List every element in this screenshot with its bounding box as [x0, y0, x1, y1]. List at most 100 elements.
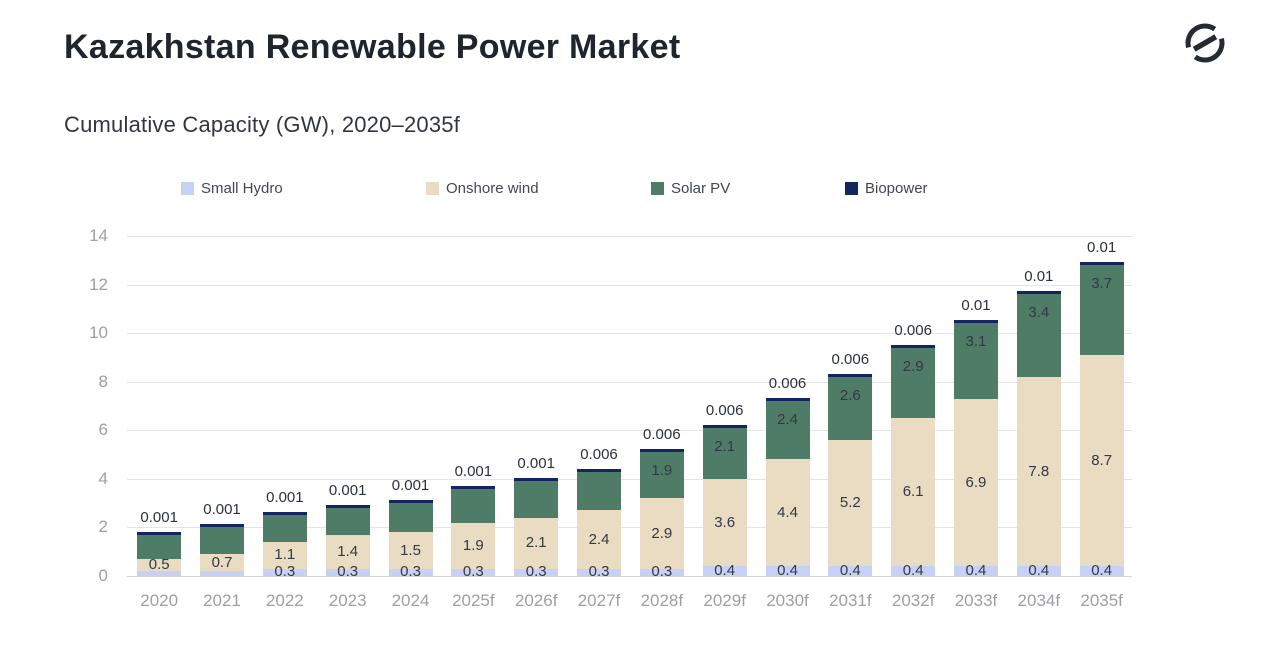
bar-segment-small-hydro-2020	[137, 571, 182, 576]
value-label-small-hydro-2022: 0.3	[274, 563, 296, 581]
bar-segment-onshore-wind-2035f	[1079, 355, 1124, 567]
value-label-onshore-wind-2028f: 2.9	[651, 524, 673, 542]
bar-segment-small-hydro-2034f	[1016, 566, 1061, 576]
bar-segment-onshore-wind-2032f	[891, 418, 936, 567]
value-label-solar-pv-2033f: 3.1	[965, 333, 987, 351]
y-axis-tick-0: 0	[98, 566, 108, 585]
value-label-small-hydro-2031f: 0.4	[839, 562, 861, 580]
bar-segment-onshore-wind-2025f	[451, 522, 496, 569]
value-label-small-hydro-2034f: 0.4	[1028, 562, 1050, 580]
bar-segment-small-hydro-2023	[325, 568, 370, 576]
bar-segment-small-hydro-2030f	[765, 566, 810, 576]
gridline-y-8	[127, 381, 1132, 383]
x-axis-tick-2035f: 2035f	[1080, 591, 1123, 610]
bar-segment-biopower-2025f	[451, 485, 496, 489]
value-label-onshore-wind-2031f: 5.2	[839, 494, 861, 512]
x-axis-tick-2027f: 2027f	[577, 591, 621, 610]
bar-segment-onshore-wind-2024	[388, 532, 433, 569]
bar-segment-biopower-2028f	[639, 449, 684, 453]
bar-segment-biopower-2029f	[702, 424, 747, 428]
bar-segment-solar-pv-2022	[262, 515, 307, 542]
bar-segment-biopower-2030f	[765, 398, 810, 402]
value-label-biopower-2023: 0.001	[328, 482, 367, 499]
bar-segment-solar-pv-2027f	[577, 471, 621, 511]
value-label-onshore-wind-2030f: 4.4	[777, 503, 798, 521]
value-label-biopower-2031f: 0.006	[831, 350, 870, 368]
bar-segment-solar-pv-2021	[200, 527, 245, 555]
globaldata-logo	[1181, 19, 1229, 67]
gridline-y-2	[127, 527, 1132, 529]
bar-segment-small-hydro-2028f	[639, 568, 684, 576]
value-label-onshore-wind-2029f: 3.6	[714, 513, 736, 531]
value-label-biopower-2028f: 0.006	[643, 426, 681, 444]
value-label-biopower-2020: 0.001	[140, 508, 178, 526]
y-axis-tick-12: 12	[89, 274, 108, 294]
bar-segment-solar-pv-2028f	[639, 452, 684, 499]
legend-item-small-hydro: Small Hydro	[181, 179, 283, 197]
bar-segment-solar-pv-2032f	[891, 347, 936, 419]
legend-swatch-icon	[845, 181, 858, 195]
value-label-onshore-wind-2021: 0.7	[211, 553, 233, 571]
legend-item-solar-pv: Solar PV	[651, 179, 730, 197]
bar-segment-biopower-2035f	[1079, 262, 1124, 266]
value-label-onshore-wind-2033f: 6.9	[965, 473, 987, 491]
bar-segment-small-hydro-2027f	[577, 568, 621, 576]
value-label-solar-pv-2028f: 1.9	[651, 462, 673, 480]
bar-segment-biopower-2031f	[828, 373, 873, 377]
y-axis-tick-2: 2	[98, 517, 108, 537]
legend-item-biopower: Biopower	[845, 179, 928, 197]
bar-segment-solar-pv-2033f	[953, 323, 998, 399]
bar-segment-onshore-wind-2029f	[702, 478, 747, 567]
bar-segment-solar-pv-2026f	[514, 481, 559, 518]
bar-segment-small-hydro-2026f	[514, 568, 559, 576]
bar-segment-small-hydro-2022	[262, 568, 307, 576]
legend-label: Solar PV	[671, 179, 731, 197]
bar-segment-onshore-wind-2033f	[953, 398, 998, 567]
legend-swatch-icon	[651, 181, 664, 195]
legend-label: Biopower	[865, 179, 928, 197]
page-title: Kazakhstan Renewable Power Market	[64, 28, 681, 66]
value-label-solar-pv-2031f: 2.6	[839, 386, 861, 404]
bar-segment-biopower-2024	[388, 500, 433, 504]
gridline-y-6	[127, 430, 1132, 432]
bar-segment-solar-pv-2029f	[702, 427, 747, 479]
x-axis-tick-2021: 2021	[203, 591, 241, 610]
value-label-small-hydro-2032f: 0.4	[902, 562, 924, 580]
gridline-y-0	[127, 576, 1132, 577]
value-label-onshore-wind-2022: 1.1	[274, 546, 296, 564]
legend-swatch-icon	[181, 181, 194, 195]
gridline-y-14	[127, 236, 1132, 237]
bar-segment-small-hydro-2024	[388, 568, 433, 576]
value-label-solar-pv-2035f: 3.7	[1091, 275, 1113, 293]
y-axis-tick-8: 8	[98, 371, 108, 391]
value-label-onshore-wind-2026f: 2.1	[525, 534, 547, 552]
value-label-solar-pv-2029f: 2.1	[714, 437, 736, 455]
legend-label: Small Hydro	[201, 179, 283, 197]
bar-segment-small-hydro-2032f	[891, 566, 936, 576]
bar-segment-biopower-2027f	[577, 468, 621, 472]
bar-segment-biopower-2020	[137, 531, 182, 535]
value-label-biopower-2025f: 0.001	[454, 462, 493, 480]
bar-segment-biopower-2022	[262, 512, 307, 516]
bar-segment-small-hydro-2033f	[953, 566, 998, 576]
value-label-biopower-2024: 0.001	[391, 477, 430, 495]
chart-legend: Small Hydro Onshore wind Solar PV Biopower	[0, 179, 1280, 199]
bar-segment-onshore-wind-2026f	[514, 517, 559, 569]
value-label-biopower-2029f: 0.006	[705, 401, 744, 419]
value-label-onshore-wind-2023: 1.4	[337, 542, 359, 560]
x-axis-tick-2030f: 2030f	[766, 591, 809, 610]
value-label-biopower-2033f: 0.01	[961, 297, 991, 315]
y-axis-tick-10: 10	[89, 323, 108, 343]
bar-segment-onshore-wind-2030f	[765, 459, 810, 567]
bar-segment-biopower-2023	[325, 505, 370, 508]
value-label-biopower-2032f: 0.006	[894, 321, 932, 339]
value-label-biopower-2026f: 0.001	[517, 455, 555, 473]
bar-segment-onshore-wind-2028f	[639, 498, 684, 569]
bar-segment-small-hydro-2035f	[1079, 566, 1124, 576]
bar-segment-small-hydro-2021	[200, 571, 245, 576]
x-axis-tick-2022: 2022	[265, 591, 304, 610]
bar-segment-solar-pv-2034f	[1016, 294, 1061, 377]
legend-item-onshore-wind: Onshore wind	[426, 179, 539, 197]
legend-swatch-icon	[426, 181, 439, 195]
